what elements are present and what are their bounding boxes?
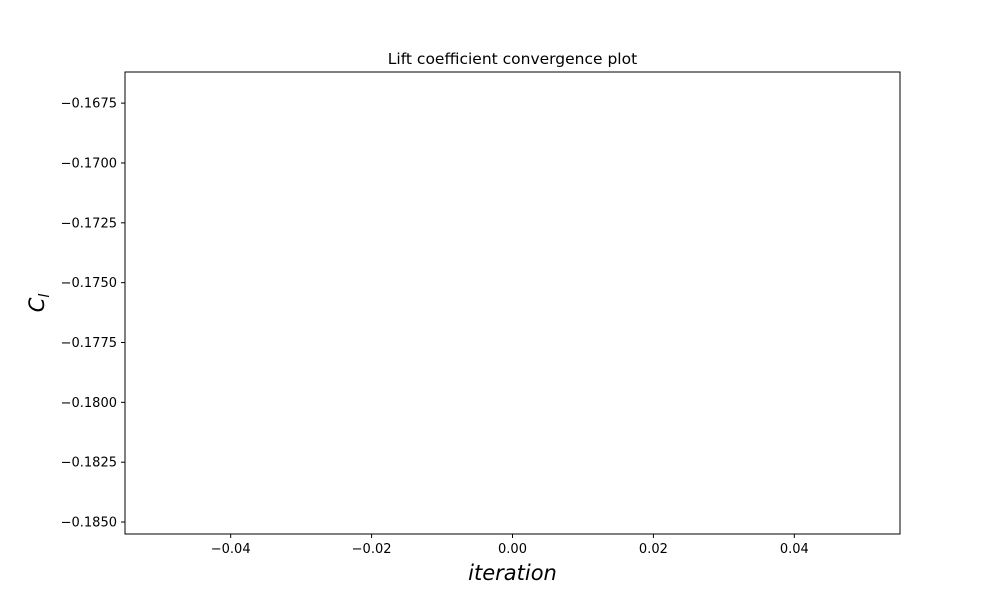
y-tick-label: −0.1775 bbox=[61, 336, 117, 351]
y-tick-label: −0.1700 bbox=[61, 156, 117, 171]
y-tick-label: −0.1800 bbox=[61, 396, 117, 411]
x-tick-label: −0.02 bbox=[352, 542, 392, 557]
y-tick-label: −0.1675 bbox=[61, 97, 117, 112]
y-tick-label: −0.1825 bbox=[61, 456, 117, 471]
y-axis-label: Cl bbox=[25, 294, 53, 313]
y-axis-label-main: C bbox=[25, 297, 49, 312]
y-tick-label: −0.1850 bbox=[61, 516, 117, 531]
x-tick-label: 0.00 bbox=[498, 542, 527, 557]
y-tick-label: −0.1750 bbox=[61, 276, 117, 291]
y-axis-ticks: −0.1675 −0.1700 −0.1725 −0.1750 −0.1775 −0.18… bbox=[61, 97, 125, 531]
x-tick-label: 0.04 bbox=[780, 542, 809, 557]
x-tick-label: −0.04 bbox=[211, 542, 251, 557]
y-tick-label: −0.1725 bbox=[61, 216, 117, 231]
x-tick-label: 0.02 bbox=[639, 542, 668, 557]
x-axis-ticks: −0.04 −0.02 0.00 0.02 0.04 bbox=[211, 534, 809, 557]
plot-area bbox=[124, 71, 901, 535]
chart-title: Lift coefficient convergence plot bbox=[388, 50, 637, 68]
y-axis-label-subscript: l bbox=[37, 294, 53, 298]
x-axis-label: iteration bbox=[468, 561, 557, 585]
